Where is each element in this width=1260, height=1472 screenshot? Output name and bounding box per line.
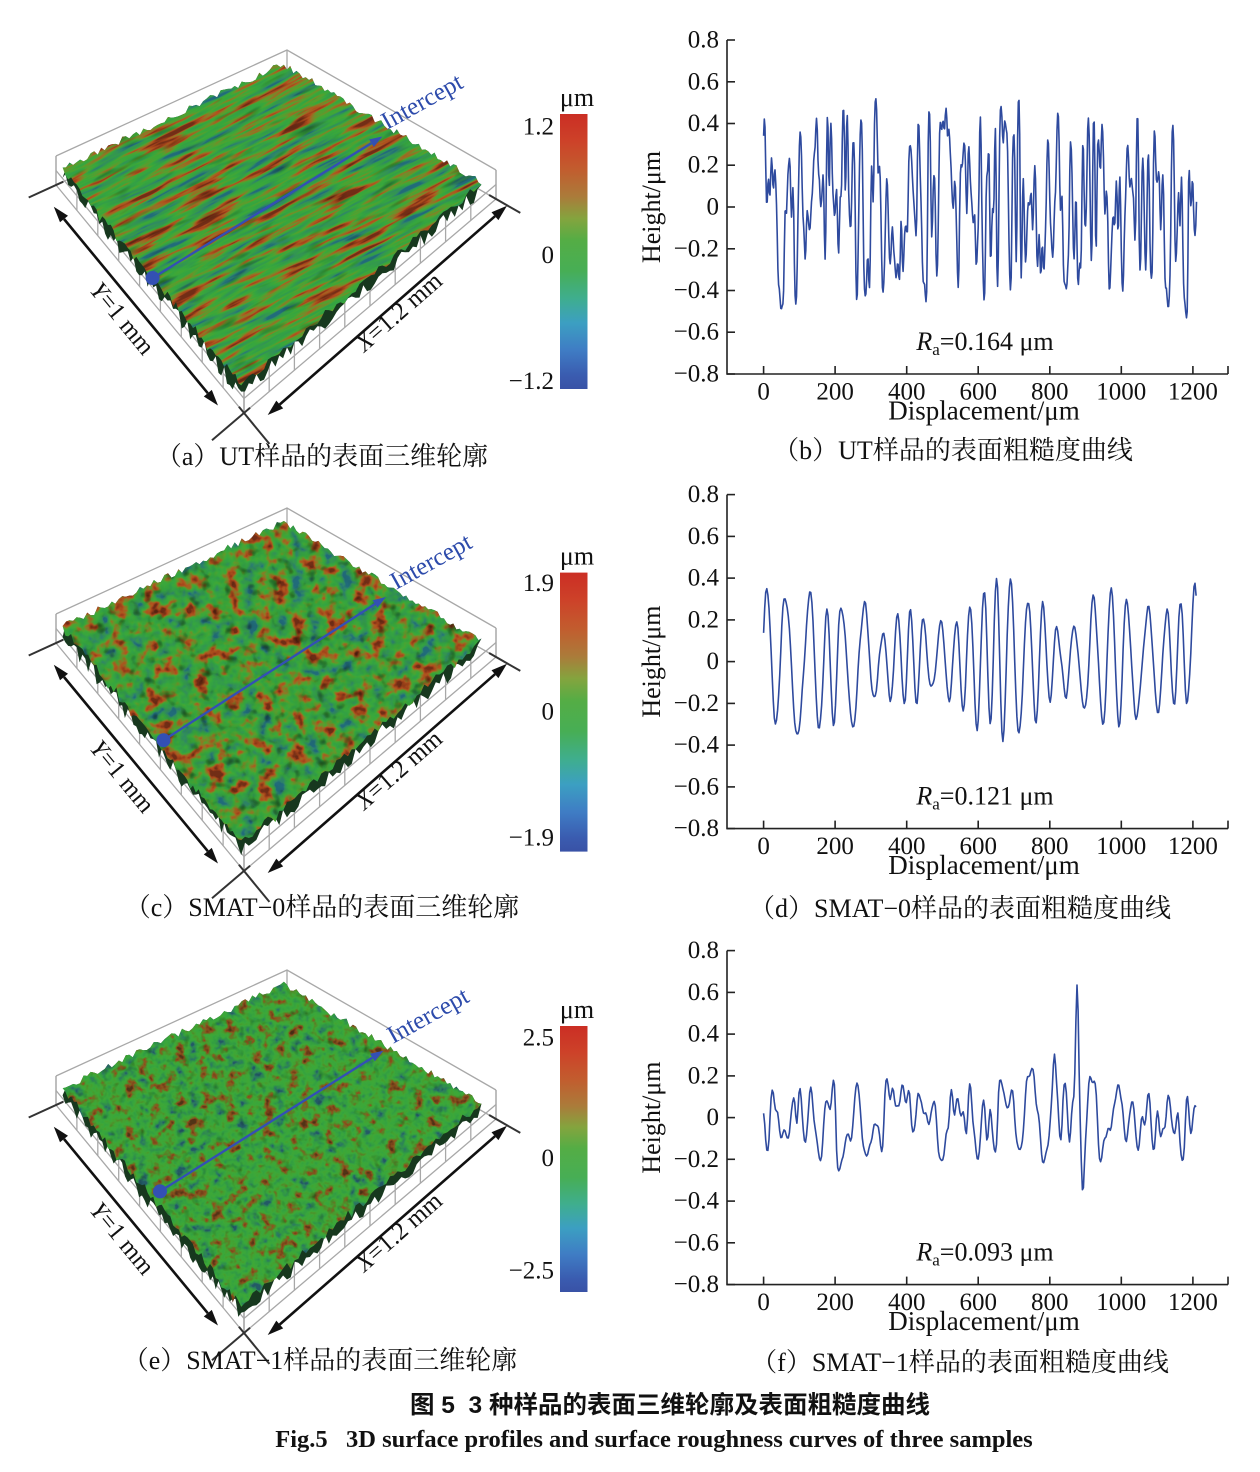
svg-text:（d）SMAT−0样品的表面粗糙度曲线: （d）SMAT−0样品的表面粗糙度曲线 <box>749 894 1171 923</box>
svg-text:0.6: 0.6 <box>688 68 719 95</box>
svg-text:−0.6: −0.6 <box>674 773 719 800</box>
svg-text:0.8: 0.8 <box>688 481 719 508</box>
svg-text:−0.4: −0.4 <box>674 732 720 759</box>
svg-text:0.4: 0.4 <box>688 110 720 137</box>
svg-text:400: 400 <box>888 379 926 406</box>
svg-text:Height/μm: Height/μm <box>637 151 666 263</box>
svg-text:−0.6: −0.6 <box>674 1229 719 1256</box>
svg-text:−0.6: −0.6 <box>674 319 719 346</box>
svg-text:−0.2: −0.2 <box>674 1146 719 1173</box>
svg-text:−0.8: −0.8 <box>674 361 719 388</box>
svg-text:0.6: 0.6 <box>688 979 719 1006</box>
svg-text:Displacement/μm: Displacement/μm <box>888 1306 1079 1336</box>
svg-text:800: 800 <box>1031 1289 1069 1316</box>
svg-text:−0.2: −0.2 <box>674 235 719 262</box>
svg-text:200: 200 <box>816 1289 854 1316</box>
svg-text:0.4: 0.4 <box>688 565 720 592</box>
svg-text:0.2: 0.2 <box>688 606 719 633</box>
svg-text:800: 800 <box>1031 833 1069 860</box>
svg-text:−0.4: −0.4 <box>674 1188 720 1215</box>
svg-text:0.6: 0.6 <box>688 523 719 550</box>
svg-text:−1.9: −1.9 <box>509 825 554 852</box>
svg-text:μm: μm <box>560 542 594 571</box>
svg-text:0: 0 <box>757 1289 770 1316</box>
svg-text:800: 800 <box>1031 379 1069 406</box>
svg-text:Ra=0.121 μm: Ra=0.121 μm <box>915 782 1053 814</box>
svg-text:0.8: 0.8 <box>688 27 719 54</box>
svg-text:（b）UT样品的表面粗糙度曲线: （b）UT样品的表面粗糙度曲线 <box>773 436 1133 465</box>
svg-text:Displacement/μm: Displacement/μm <box>888 396 1079 426</box>
svg-text:0: 0 <box>542 242 555 269</box>
svg-text:−2.5: −2.5 <box>509 1257 554 1284</box>
svg-text:0.8: 0.8 <box>688 937 719 964</box>
svg-text:−0.8: −0.8 <box>674 1271 719 1298</box>
svg-text:（c）SMAT−0样品的表面三维轮廓: （c）SMAT−0样品的表面三维轮廓 <box>125 893 520 922</box>
svg-text:1000: 1000 <box>1096 833 1146 860</box>
svg-text:0.2: 0.2 <box>688 152 719 179</box>
svg-text:−1.2: −1.2 <box>509 368 554 395</box>
svg-text:Displacement/μm: Displacement/μm <box>888 850 1079 880</box>
svg-text:400: 400 <box>888 1289 926 1316</box>
svg-text:600: 600 <box>959 833 997 860</box>
svg-text:Ra=0.164 μm: Ra=0.164 μm <box>915 327 1053 359</box>
svg-text:600: 600 <box>959 1289 997 1316</box>
svg-text:1.2: 1.2 <box>523 114 554 141</box>
svg-text:（a）UT样品的表面三维轮廓: （a）UT样品的表面三维轮廓 <box>156 442 488 471</box>
svg-text:0: 0 <box>757 379 770 406</box>
svg-text:Height/μm: Height/μm <box>637 1062 666 1174</box>
svg-text:图 5 3 种样品的表面三维轮廓及表面粗糙度曲线: 图 5 3 种样品的表面三维轮廓及表面粗糙度曲线 <box>410 1391 930 1419</box>
svg-text:Height/μm: Height/μm <box>637 606 666 718</box>
svg-text:600: 600 <box>959 379 997 406</box>
svg-text:μm: μm <box>560 83 594 112</box>
svg-text:Ra=0.093 μm: Ra=0.093 μm <box>915 1238 1053 1270</box>
svg-text:0: 0 <box>707 648 720 675</box>
svg-text:400: 400 <box>888 833 926 860</box>
svg-text:1200: 1200 <box>1168 379 1218 406</box>
svg-text:0.2: 0.2 <box>688 1062 719 1089</box>
svg-text:0: 0 <box>757 833 770 860</box>
svg-text:2.5: 2.5 <box>523 1024 554 1051</box>
svg-text:0: 0 <box>707 194 720 221</box>
svg-text:0.4: 0.4 <box>688 1021 720 1048</box>
svg-text:−0.8: −0.8 <box>674 815 719 842</box>
svg-text:1000: 1000 <box>1096 379 1146 406</box>
svg-text:0: 0 <box>542 1145 555 1172</box>
svg-text:（e）SMAT−1样品的表面三维轮廓: （e）SMAT−1样品的表面三维轮廓 <box>123 1346 518 1375</box>
svg-text:μm: μm <box>560 995 594 1024</box>
svg-text:200: 200 <box>816 379 854 406</box>
svg-text:200: 200 <box>816 833 854 860</box>
svg-text:0: 0 <box>542 699 555 726</box>
svg-text:1200: 1200 <box>1168 833 1218 860</box>
svg-text:−0.2: −0.2 <box>674 690 719 717</box>
svg-text:0: 0 <box>707 1104 720 1131</box>
svg-text:1000: 1000 <box>1096 1289 1146 1316</box>
svg-text:（f）SMAT−1样品的表面粗糙度曲线: （f）SMAT−1样品的表面粗糙度曲线 <box>751 1348 1169 1377</box>
svg-text:Fig.5 3D surface profiles an: Fig.5 3D surface profiles and surface ro… <box>275 1426 1032 1453</box>
svg-text:1200: 1200 <box>1168 1289 1218 1316</box>
svg-text:−0.4: −0.4 <box>674 277 720 304</box>
svg-text:1.9: 1.9 <box>523 570 554 597</box>
